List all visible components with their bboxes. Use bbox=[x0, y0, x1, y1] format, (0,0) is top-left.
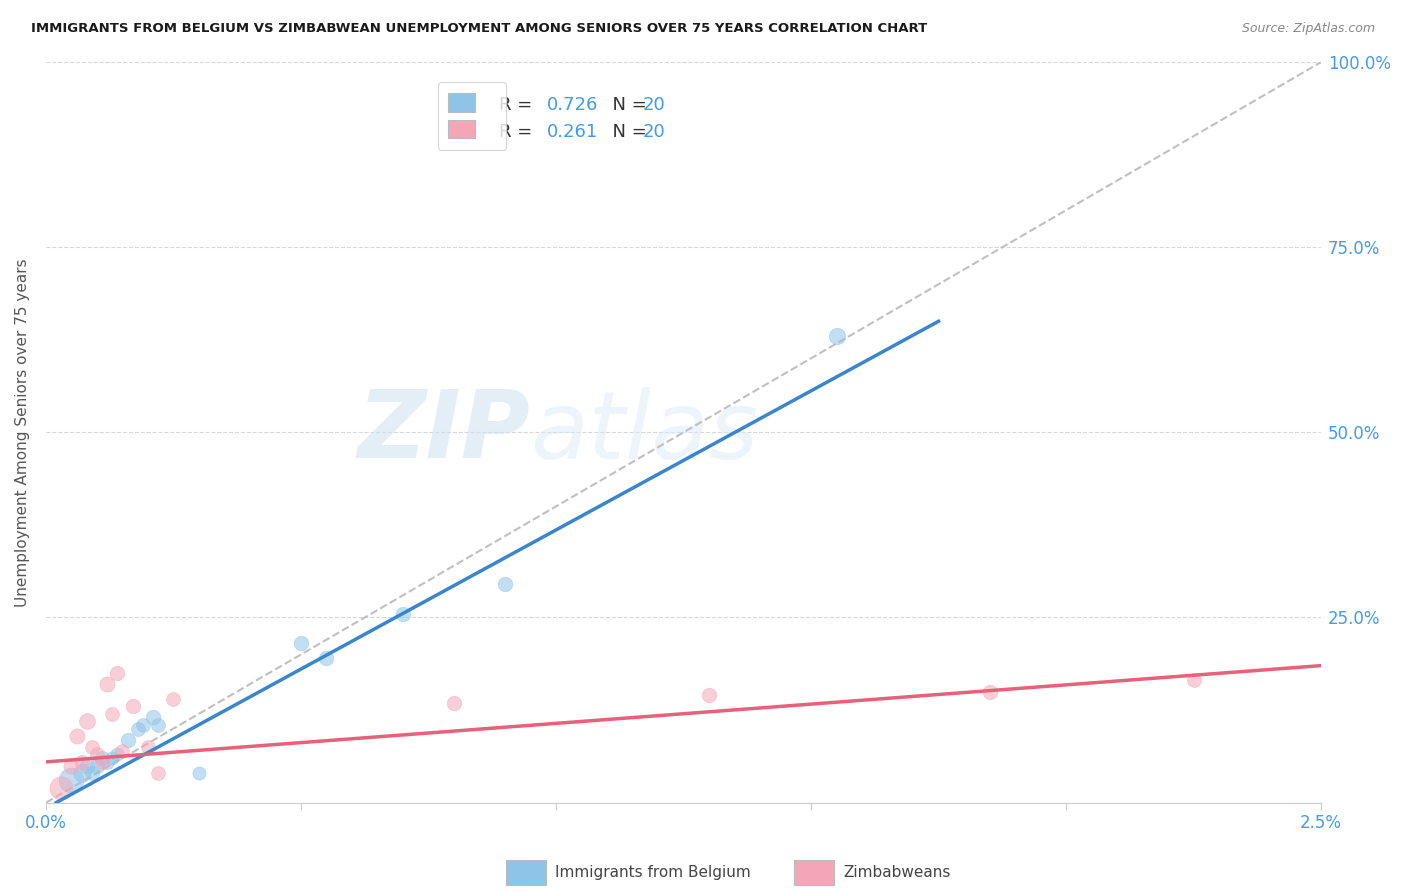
Point bbox=[76, 714, 98, 728]
Text: Source: ZipAtlas.com: Source: ZipAtlas.com bbox=[1241, 22, 1375, 36]
Point bbox=[162, 692, 184, 706]
Point bbox=[979, 684, 1001, 698]
Point bbox=[315, 651, 337, 665]
Point bbox=[86, 758, 108, 772]
Y-axis label: Unemployment Among Seniors over 75 years: Unemployment Among Seniors over 75 years bbox=[15, 258, 30, 607]
Text: N =: N = bbox=[600, 123, 652, 142]
Point bbox=[91, 755, 114, 769]
Text: 20: 20 bbox=[643, 96, 665, 114]
Text: Immigrants from Belgium: Immigrants from Belgium bbox=[555, 865, 751, 880]
Point bbox=[105, 666, 128, 681]
Point bbox=[86, 747, 108, 762]
Point bbox=[443, 696, 465, 710]
Point bbox=[101, 751, 124, 765]
Text: atlas: atlas bbox=[530, 387, 759, 478]
Point bbox=[142, 710, 165, 724]
Point bbox=[136, 740, 159, 755]
Text: ZIP: ZIP bbox=[357, 386, 530, 478]
Text: IMMIGRANTS FROM BELGIUM VS ZIMBABWEAN UNEMPLOYMENT AMONG SENIORS OVER 75 YEARS C: IMMIGRANTS FROM BELGIUM VS ZIMBABWEAN UN… bbox=[31, 22, 927, 36]
Point bbox=[70, 755, 93, 769]
Point bbox=[494, 577, 516, 591]
Text: 20: 20 bbox=[643, 123, 665, 142]
Point bbox=[825, 329, 848, 343]
Point bbox=[697, 688, 720, 702]
Point bbox=[392, 607, 415, 621]
Point bbox=[290, 636, 312, 650]
Point bbox=[188, 766, 211, 780]
Point bbox=[105, 747, 128, 762]
Point bbox=[148, 766, 170, 780]
Point bbox=[91, 751, 114, 765]
Text: 0.726: 0.726 bbox=[547, 96, 599, 114]
Point bbox=[51, 780, 73, 795]
Point bbox=[65, 729, 87, 743]
Point bbox=[132, 718, 155, 732]
Text: N =: N = bbox=[600, 96, 652, 114]
Point bbox=[80, 766, 103, 780]
Point bbox=[111, 744, 134, 758]
Point bbox=[70, 766, 93, 780]
Point bbox=[76, 758, 98, 772]
Point bbox=[117, 732, 139, 747]
Point bbox=[60, 758, 83, 772]
Text: R =: R = bbox=[499, 96, 537, 114]
Point bbox=[1182, 673, 1205, 688]
Point bbox=[80, 740, 103, 755]
Point bbox=[96, 755, 118, 769]
Point bbox=[60, 773, 83, 788]
Point bbox=[101, 706, 124, 721]
Text: 0.261: 0.261 bbox=[547, 123, 599, 142]
Point bbox=[148, 718, 170, 732]
Point bbox=[121, 699, 143, 714]
Text: Zimbabweans: Zimbabweans bbox=[844, 865, 950, 880]
Legend:  ,  : , bbox=[437, 82, 506, 150]
Point bbox=[127, 722, 149, 736]
Text: R =: R = bbox=[499, 123, 537, 142]
Point bbox=[96, 677, 118, 691]
